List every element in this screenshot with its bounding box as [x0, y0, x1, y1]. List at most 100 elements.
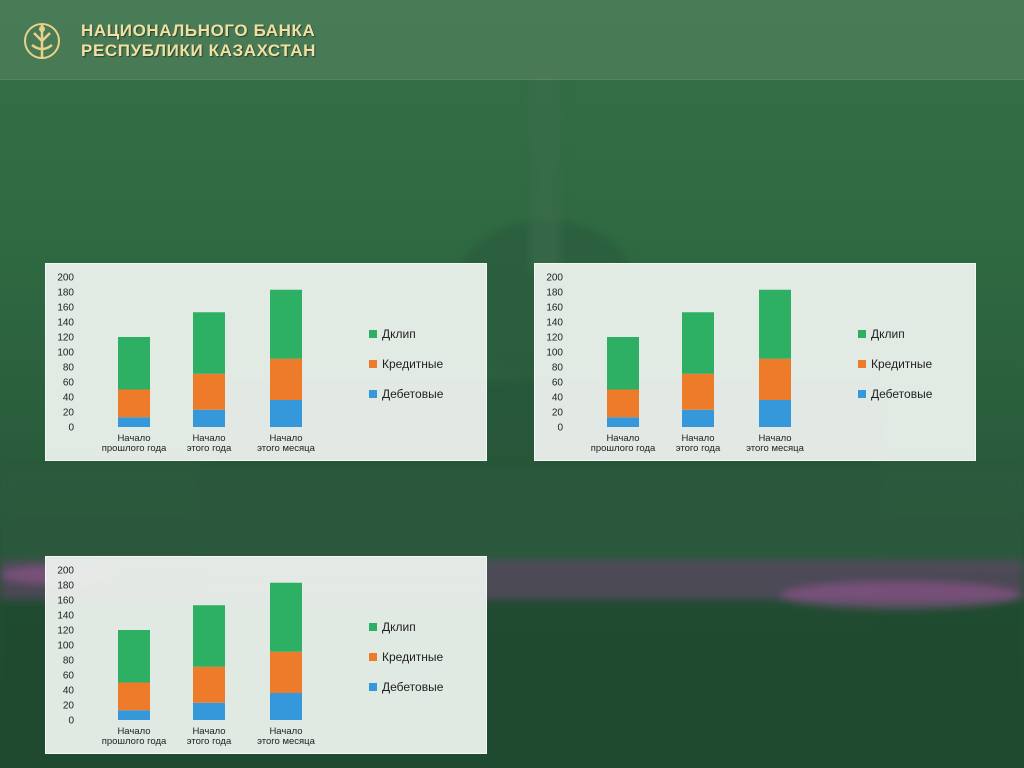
- y-tick-label: 200: [546, 273, 563, 284]
- y-tick-label: 100: [57, 641, 74, 652]
- y-tick-label: 180: [546, 288, 563, 299]
- bar-segment-Дебетовые: [193, 409, 225, 427]
- bar-segment-Кредитные: [682, 373, 714, 410]
- x-category-label: Начало: [606, 433, 639, 444]
- x-category-label: этого года: [187, 736, 232, 747]
- bar-segment-Дебетовые: [118, 710, 150, 720]
- y-tick-label: 20: [552, 408, 564, 419]
- legend-swatch: [369, 330, 377, 338]
- chart-panel-bottom-left: 0 20 40 60 80 100 120 140 160 180 200 Начало прошлог…: [45, 556, 487, 754]
- bar-segment-Дклип: [759, 289, 791, 359]
- x-category-label: Начало: [269, 433, 302, 444]
- y-tick-label: 0: [557, 423, 563, 434]
- legend-swatch: [369, 623, 377, 631]
- stacked-bar-chart-1: 020406080100120140160180200Началопрошлог…: [57, 273, 444, 455]
- x-category-label: этого месяца: [257, 736, 315, 747]
- legend-label: Дебетовые: [382, 387, 444, 401]
- bar-segment-Дебетовые: [118, 417, 150, 427]
- y-tick-label: 120: [546, 333, 563, 344]
- y-tick-label: 40: [552, 393, 564, 404]
- bar-segment-Дебетовые: [759, 400, 791, 427]
- x-category-label: Начало: [192, 726, 225, 737]
- chart-panel-top-right: 0 20 40 60 80 100 120 140 160 180 200 Начало прошлог…: [534, 263, 976, 461]
- bar-segment-Кредитные: [270, 358, 302, 400]
- y-tick-label: 0: [68, 423, 74, 434]
- y-tick-label: 200: [57, 273, 74, 284]
- y-tick-label: 160: [546, 303, 563, 314]
- y-tick-label: 100: [57, 348, 74, 359]
- bar-segment-Дклип: [118, 337, 150, 390]
- y-tick-label: 160: [57, 596, 74, 607]
- y-tick-label: 140: [546, 318, 563, 329]
- bar-segment-Дклип: [118, 630, 150, 683]
- legend-swatch: [369, 653, 377, 661]
- y-tick-label: 140: [57, 318, 74, 329]
- bar-segment-Дебетовые: [193, 702, 225, 720]
- bar-segment-Кредитные: [193, 373, 225, 410]
- bar-segment-Дебетовые: [682, 409, 714, 427]
- legend-swatch: [369, 683, 377, 691]
- y-tick-label: 20: [63, 701, 75, 712]
- bar-segment-Кредитные: [118, 682, 150, 711]
- y-tick-label: 100: [546, 348, 563, 359]
- bank-name: НАЦИОНАЛЬНОГО БАНКА РЕСПУБЛИКИ КАЗАХСТАН: [81, 21, 316, 61]
- x-category-label: Начало: [192, 433, 225, 444]
- y-tick-label: 140: [57, 611, 74, 622]
- legend-label: Кредитные: [382, 357, 444, 371]
- x-category-label: Начало: [117, 433, 150, 444]
- bar-segment-Кредитные: [759, 358, 791, 400]
- bar-segment-Кредитные: [607, 389, 639, 418]
- bar-segment-Кредитные: [193, 666, 225, 703]
- bank-name-line2: РЕСПУБЛИКИ КАЗАХСТАН: [81, 41, 317, 60]
- national-bank-emblem-icon: [24, 23, 60, 59]
- x-category-label: Начало: [681, 433, 714, 444]
- legend-label: Дклип: [871, 327, 905, 341]
- stacked-bar-chart-2: 020406080100120140160180200Началопрошлог…: [546, 273, 933, 455]
- y-tick-label: 180: [57, 288, 74, 299]
- legend-label: Дклип: [382, 327, 416, 341]
- legend-label: Дебетовые: [871, 387, 933, 401]
- bar-segment-Дебетовые: [270, 693, 302, 720]
- bar-segment-Дебетовые: [607, 417, 639, 427]
- y-tick-label: 160: [57, 303, 74, 314]
- legend-swatch: [858, 360, 866, 368]
- bar-segment-Дклип: [682, 312, 714, 374]
- x-category-label: этого года: [187, 443, 232, 454]
- bank-name-line1: НАЦИОНАЛЬНОГО БАНКА: [81, 21, 316, 40]
- x-category-label: этого года: [676, 443, 721, 454]
- x-category-label: прошлого года: [102, 736, 167, 747]
- x-category-label: этого месяца: [257, 443, 315, 454]
- y-tick-label: 80: [63, 363, 75, 374]
- x-category-label: прошлого года: [102, 443, 167, 454]
- bar-segment-Дклип: [607, 337, 639, 390]
- x-category-label: Начало: [758, 433, 791, 444]
- bar-segment-Дклип: [270, 582, 302, 652]
- y-tick-label: 60: [63, 378, 75, 389]
- bar-segment-Кредитные: [270, 651, 302, 693]
- y-tick-label: 40: [63, 686, 75, 697]
- header-bar: НАЦИОНАЛЬНОГО БАНКА РЕСПУБЛИКИ КАЗАХСТАН: [0, 0, 1024, 80]
- x-category-label: этого месяца: [746, 443, 804, 454]
- stacked-bar-chart-3: 020406080100120140160180200Началопрошлог…: [57, 566, 444, 748]
- y-tick-label: 80: [552, 363, 564, 374]
- legend-label: Кредитные: [382, 650, 444, 664]
- x-category-label: Начало: [117, 726, 150, 737]
- bar-segment-Дклип: [270, 289, 302, 359]
- y-tick-label: 180: [57, 581, 74, 592]
- x-category-label: прошлого года: [591, 443, 656, 454]
- chart-panel-top-left: 0 20 40 60 80 100 120 140 160 180 200 Начало прошлог…: [45, 263, 487, 461]
- y-tick-label: 120: [57, 333, 74, 344]
- legend-label: Дклип: [382, 620, 416, 634]
- legend-label: Дебетовые: [382, 680, 444, 694]
- y-tick-label: 120: [57, 626, 74, 637]
- y-tick-label: 20: [63, 408, 75, 419]
- y-tick-label: 60: [552, 378, 564, 389]
- legend-swatch: [369, 390, 377, 398]
- bar-segment-Кредитные: [118, 389, 150, 418]
- bar-segment-Дклип: [193, 605, 225, 667]
- bar-segment-Дебетовые: [270, 400, 302, 427]
- y-tick-label: 40: [63, 393, 75, 404]
- y-tick-label: 200: [57, 566, 74, 577]
- bar-segment-Дклип: [193, 312, 225, 374]
- legend-swatch: [858, 390, 866, 398]
